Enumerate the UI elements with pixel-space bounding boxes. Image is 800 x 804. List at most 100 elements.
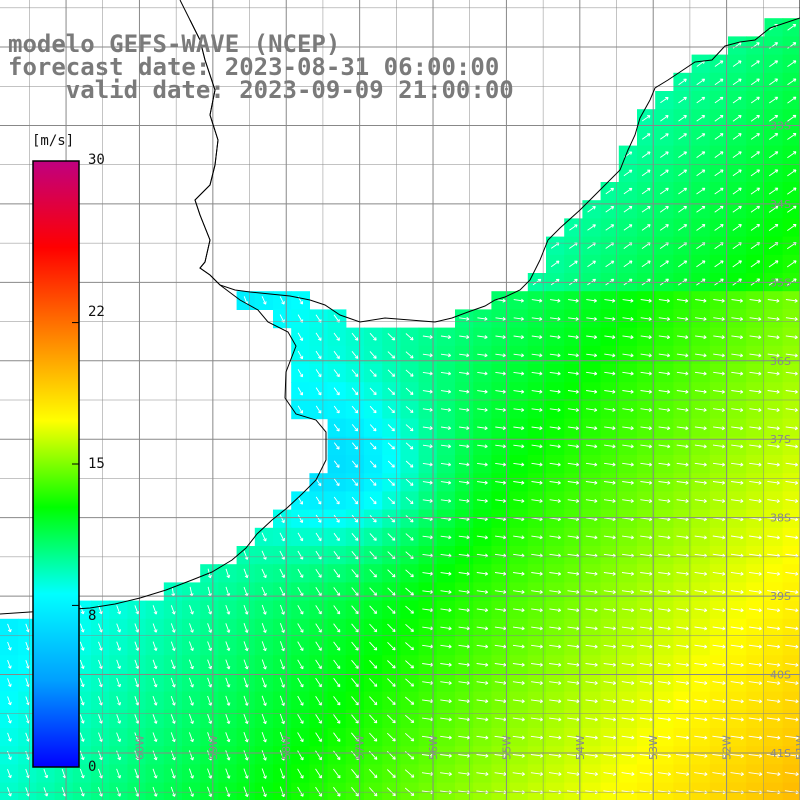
wind-arrow (315, 532, 322, 542)
wind-arrow (333, 714, 341, 724)
colorbar-unit: [m/s] (32, 133, 75, 149)
wind-arrow (767, 462, 780, 467)
wind-arrow (530, 735, 544, 740)
wind-arrow (225, 568, 231, 579)
wind-arrow (621, 590, 635, 595)
wind-arrow (116, 750, 122, 761)
wind-arrow (405, 605, 414, 614)
wind-arrow (748, 662, 762, 667)
wind-arrow (605, 260, 615, 268)
wind-arrow (315, 405, 322, 414)
wind-arrow (567, 644, 580, 649)
wind-arrow (768, 223, 779, 231)
wind-arrow (712, 590, 726, 595)
wind-arrow (495, 535, 507, 540)
wind-arrow (749, 462, 762, 467)
wind-arrow (405, 351, 414, 359)
wind-arrow (512, 699, 525, 704)
wind-arrow (440, 680, 452, 685)
wind-arrow (767, 371, 780, 376)
wind-arrow (712, 681, 726, 686)
wind-arrow (116, 732, 122, 742)
wind-arrow (678, 151, 688, 158)
wind-arrow (676, 335, 689, 340)
wind-arrow (658, 590, 671, 595)
wind-arrow (732, 224, 742, 231)
wind-arrow (585, 444, 598, 449)
wind-arrow (405, 714, 415, 724)
wind-arrow (586, 407, 598, 412)
wind-arrow (639, 699, 653, 704)
wind-arrow (440, 717, 452, 722)
wind-arrow (7, 623, 12, 633)
wind-arrow (585, 772, 598, 777)
wind-arrow (297, 514, 304, 523)
wind-arrow (333, 424, 340, 432)
wind-arrow (767, 298, 780, 303)
wind-arrow (658, 426, 671, 431)
wind-arrow (261, 695, 267, 706)
wind-arrow (769, 60, 779, 67)
wind-arrow (387, 496, 396, 505)
wind-arrow (676, 499, 689, 504)
wind-arrow (369, 714, 378, 724)
wind-arrow (513, 571, 525, 576)
wind-arrow (769, 133, 779, 140)
wind-arrow (567, 626, 580, 631)
wind-arrow (766, 735, 781, 740)
wind-arrow (405, 587, 414, 596)
wind-arrow (549, 699, 562, 704)
wind-arrow (351, 750, 359, 761)
wind-arrow (531, 298, 543, 303)
wind-arrow (207, 605, 213, 615)
wind-arrow (713, 426, 725, 431)
wind-arrow (660, 115, 669, 122)
wind-arrow (639, 662, 653, 667)
wind-arrow (79, 732, 85, 742)
wind-arrow (369, 605, 378, 615)
wind-arrow (603, 772, 617, 777)
wind-arrow (749, 535, 762, 540)
wind-arrow (315, 496, 322, 505)
wind-arrow (694, 371, 707, 376)
wind-arrow (694, 590, 708, 595)
wind-arrow (476, 626, 489, 631)
wind-arrow (261, 713, 267, 725)
wind-arrow (512, 662, 525, 667)
wind-arrow (459, 444, 470, 449)
wind-arrow (152, 605, 158, 615)
wind-arrow (639, 753, 653, 758)
wind-arrow (477, 371, 488, 376)
wind-arrow (351, 732, 359, 742)
wind-arrow (333, 605, 341, 615)
wind-arrow (369, 732, 378, 742)
wind-arrow (659, 187, 669, 195)
wind-arrow (712, 462, 726, 467)
wind-arrow (369, 533, 377, 541)
wind-arrow (787, 60, 797, 67)
wind-arrow (440, 644, 452, 649)
wind-arrow (98, 696, 103, 706)
wind-arrow (585, 735, 598, 740)
wind-arrow (79, 714, 85, 724)
wind-arrow (207, 750, 213, 761)
wind-arrow (767, 389, 780, 394)
wind-arrow (476, 608, 489, 613)
wind-arrow (585, 535, 598, 540)
wind-arrow (569, 224, 578, 231)
wind-arrow (297, 623, 304, 633)
wind-arrow (585, 571, 598, 576)
wind-arrow (351, 551, 359, 560)
wind-arrow (513, 371, 525, 376)
wind-arrow (405, 478, 414, 486)
wind-arrow (657, 772, 671, 777)
wind-arrow (315, 332, 322, 341)
wind-arrow (604, 426, 616, 431)
wind-arrow (695, 316, 707, 321)
wind-arrow (769, 114, 779, 122)
wind-arrow (567, 389, 579, 394)
wind-arrow (769, 78, 779, 86)
wind-arrow (623, 187, 633, 195)
wind-arrow (714, 96, 724, 104)
